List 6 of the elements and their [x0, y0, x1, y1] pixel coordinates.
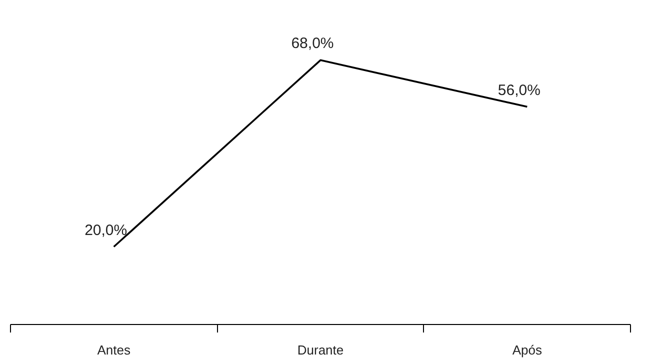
x-tick-label: Após: [512, 342, 542, 358]
data-label: 20,0%: [84, 222, 128, 239]
data-label: 68,0%: [291, 35, 334, 52]
x-tick-label: Antes: [97, 342, 131, 358]
x-tick-label: Durante: [297, 342, 344, 358]
data-label: 56,0%: [498, 82, 540, 99]
